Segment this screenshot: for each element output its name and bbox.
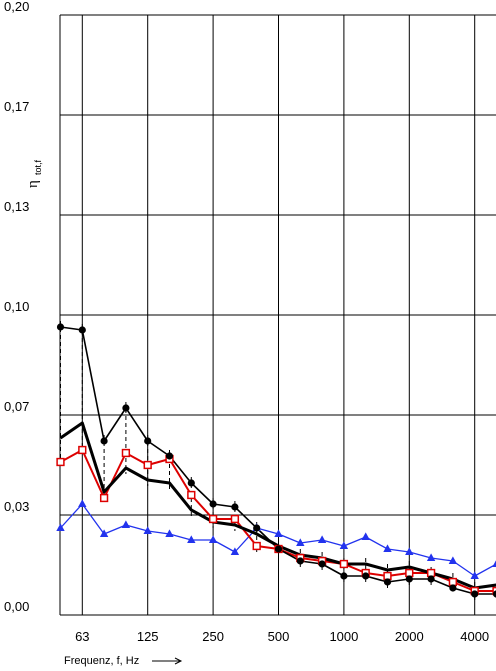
x-tick-label: 4000 <box>460 629 489 644</box>
data-point-square <box>56 457 65 467</box>
data-point-square <box>405 568 414 578</box>
data-point-circle <box>78 326 86 334</box>
y-tick-label: 0,13 <box>4 199 29 214</box>
x-tick-label: 125 <box>137 629 159 644</box>
data-point-square <box>143 460 152 470</box>
y-tick-label: 0,20 <box>4 0 29 14</box>
data-point-square <box>383 571 392 581</box>
x-tick-label: 2000 <box>395 629 424 644</box>
data-point-circle <box>492 590 496 598</box>
data-point-triangle <box>361 532 370 540</box>
series-markers <box>56 323 496 598</box>
data-point-triangle <box>208 535 218 543</box>
y-axis-label-symbol: η <box>25 180 41 188</box>
data-point-circle <box>56 323 65 331</box>
x-axis-label: Frequenz, f, Hz <box>64 655 139 667</box>
data-point-square <box>448 577 458 587</box>
data-point-triangle <box>492 560 496 567</box>
data-point-triangle <box>230 547 240 555</box>
y-tick-label: 0,17 <box>4 99 29 114</box>
data-point-circle <box>405 575 413 583</box>
data-point-triangle <box>296 538 305 546</box>
y-axis-label: η tot,f <box>25 159 43 188</box>
data-point-circle <box>165 452 174 460</box>
data-point-triangle <box>187 535 196 543</box>
y-axis-label-subscript: tot,f <box>33 159 43 175</box>
data-point-triangle <box>317 535 327 543</box>
data-point-triangle <box>426 553 436 561</box>
data-point-square <box>339 559 349 569</box>
data-point-circle <box>187 479 195 487</box>
data-point-square <box>187 490 196 500</box>
data-point-circle <box>383 578 392 586</box>
y-tick-label: 0,03 <box>4 499 29 514</box>
data-point-square <box>252 541 261 551</box>
y-tick-label: 0,10 <box>4 299 29 314</box>
data-point-circle <box>209 500 217 508</box>
data-point-circle <box>449 584 457 592</box>
data-point-triangle <box>405 547 414 555</box>
data-point-circle <box>274 545 283 553</box>
data-point-square <box>78 445 87 455</box>
data-point-circle <box>471 590 479 598</box>
data-point-triangle <box>383 544 392 552</box>
data-point-circle <box>296 557 304 565</box>
x-tick-label: 250 <box>202 629 224 644</box>
data-point-triangle <box>78 499 87 507</box>
data-point-circle <box>231 503 239 511</box>
y-tick-label: 0,07 <box>4 399 29 414</box>
data-point-square <box>99 493 109 503</box>
x-tick-labels: 63 125 250 500 1000 2000 4000 <box>75 629 489 644</box>
x-tick-label: 63 <box>75 629 89 644</box>
x-axis-arrow-head <box>174 657 183 665</box>
data-point-triangle <box>99 529 109 537</box>
data-point-triangle <box>339 541 349 549</box>
data-point-circle <box>362 572 370 580</box>
data-point-circle <box>122 404 130 412</box>
data-point-circle <box>318 560 326 568</box>
data-point-square <box>426 568 436 578</box>
data-point-square <box>230 514 240 524</box>
data-point-triangle <box>143 526 152 534</box>
data-point-circle <box>144 437 152 445</box>
x-tick-label: 500 <box>268 629 290 644</box>
y-tick-label: 0,00 <box>4 599 29 614</box>
data-point-square <box>121 448 131 458</box>
y-tick-labels: 0,00 0,03 0,07 0,10 0,13 0,17 0,20 <box>4 0 29 614</box>
data-point-triangle <box>56 523 65 531</box>
data-point-circle <box>253 524 261 532</box>
data-point-triangle <box>274 529 283 537</box>
data-point-triangle <box>448 556 458 564</box>
data-point-triangle <box>165 529 174 537</box>
data-point-circle <box>100 437 108 445</box>
data-point-triangle <box>121 520 131 528</box>
data-point-circle <box>427 575 435 583</box>
data-point-triangle <box>470 571 479 579</box>
x-tick-label: 1000 <box>329 629 358 644</box>
data-point-square <box>208 514 218 524</box>
data-point-circle <box>340 572 348 580</box>
